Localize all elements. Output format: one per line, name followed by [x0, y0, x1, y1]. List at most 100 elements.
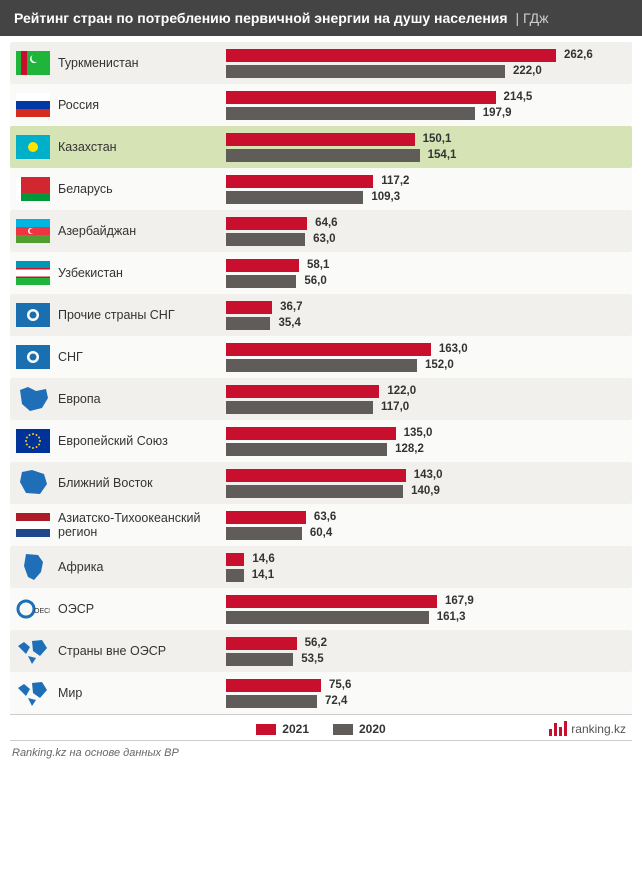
row-bars: 58,1 56,0 [226, 259, 626, 288]
logo-text: ranking.kz [571, 722, 626, 736]
bar-2020-fill [226, 485, 403, 498]
value-2021: 135,0 [404, 427, 433, 439]
value-2021: 150,1 [423, 133, 452, 145]
flag-icon [16, 90, 50, 120]
table-row: OECD ОЭСР 167,9 161,3 [10, 588, 632, 630]
row-bars: 262,6 222,0 [226, 49, 626, 78]
bar-2021-fill [226, 511, 306, 524]
value-2021: 117,2 [381, 175, 409, 187]
value-2021: 64,6 [315, 217, 337, 229]
bar-2020-fill [226, 401, 373, 414]
value-2020: 53,5 [301, 653, 323, 665]
value-2021: 122,0 [387, 385, 416, 397]
bar-2020-fill [226, 359, 417, 372]
value-2020: 140,9 [411, 485, 440, 497]
bar-2020: 152,0 [226, 359, 626, 372]
bar-2021: 262,6 [226, 49, 626, 62]
bar-2020-fill [226, 275, 296, 288]
row-label: СНГ [58, 350, 226, 364]
row-label: Казахстан [58, 140, 226, 154]
bar-2021-fill [226, 259, 299, 272]
row-bars: 36,7 35,4 [226, 301, 626, 330]
bar-2020-fill [226, 569, 244, 582]
value-2020: 72,4 [325, 695, 347, 707]
bar-2021: 75,6 [226, 679, 626, 692]
row-label: Страны вне ОЭСР [58, 644, 226, 658]
chart-legend: 2021 2020 ranking.kz [10, 714, 632, 741]
flag-icon [16, 300, 50, 330]
bar-2021-fill [226, 469, 406, 482]
row-label: Прочие страны СНГ [58, 308, 226, 322]
row-bars: 135,0 128,2 [226, 427, 626, 456]
value-2020: 63,0 [313, 233, 335, 245]
bar-2021-fill [226, 133, 415, 146]
table-row: Ближний Восток 143,0 140,9 [10, 462, 632, 504]
flag-icon [16, 468, 50, 498]
bar-2021: 36,7 [226, 301, 626, 314]
row-bars: 63,6 60,4 [226, 511, 626, 540]
flag-icon [16, 342, 50, 372]
bar-2021: 122,0 [226, 385, 626, 398]
row-bars: 214,5 197,9 [226, 91, 626, 120]
bar-2021: 135,0 [226, 427, 626, 440]
value-2020: 152,0 [425, 359, 454, 371]
title-unit: | ГДж [515, 10, 548, 26]
row-bars: 122,0 117,0 [226, 385, 626, 414]
bar-2021-fill [226, 679, 321, 692]
row-label: Туркменистан [58, 56, 226, 70]
value-2021: 36,7 [280, 301, 302, 313]
table-row: Казахстан 150,1 154,1 [10, 126, 632, 168]
logo-bars-icon [549, 720, 567, 736]
bar-2020: 60,4 [226, 527, 626, 540]
legend-label-2020: 2020 [359, 722, 386, 736]
value-2021: 75,6 [329, 679, 351, 691]
chart-footer: Ranking.kz на основе данных BP [10, 741, 632, 759]
value-2020: 161,3 [437, 611, 466, 623]
bar-2021-fill [226, 91, 496, 104]
value-2021: 143,0 [414, 469, 443, 481]
value-2021: 58,1 [307, 259, 329, 271]
table-row: Страны вне ОЭСР 56,2 53,5 [10, 630, 632, 672]
bar-2021-fill [226, 49, 556, 62]
bar-2021-fill [226, 343, 431, 356]
flag-icon [16, 552, 50, 582]
value-2021: 262,6 [564, 49, 593, 61]
bar-2020: 161,3 [226, 611, 626, 624]
bar-2020-fill [226, 317, 270, 330]
bar-2021: 143,0 [226, 469, 626, 482]
bar-2021: 64,6 [226, 217, 626, 230]
bar-2020-fill [226, 611, 429, 624]
value-2020: 35,4 [278, 317, 300, 329]
table-row: Мир 75,6 72,4 [10, 672, 632, 714]
bar-2020-fill [226, 107, 475, 120]
row-label: Россия [58, 98, 226, 112]
row-label: Мир [58, 686, 226, 700]
value-2020: 56,0 [304, 275, 326, 287]
bar-2020-fill [226, 191, 363, 204]
table-row: Прочие страны СНГ 36,7 35,4 [10, 294, 632, 336]
flag-icon [16, 636, 50, 666]
row-bars: 167,9 161,3 [226, 595, 626, 624]
row-label: Азербайджан [58, 224, 226, 238]
row-bars: 64,6 63,0 [226, 217, 626, 246]
legend-2020: 2020 [333, 722, 386, 736]
value-2020: 14,1 [252, 569, 274, 581]
bar-2020-fill [226, 653, 293, 666]
flag-icon [16, 510, 50, 540]
bar-2021: 117,2 [226, 175, 626, 188]
value-2020: 60,4 [310, 527, 332, 539]
row-label: Европа [58, 392, 226, 406]
value-2021: 163,0 [439, 343, 468, 355]
bar-2020-fill [226, 443, 387, 456]
title-text: Рейтинг стран по потреблению первичной э… [14, 10, 508, 26]
chart-rows: Туркменистан 262,6 222,0 Россия 214,5 19… [10, 42, 632, 714]
row-label: Узбекистан [58, 266, 226, 280]
bar-2020: 56,0 [226, 275, 626, 288]
bar-2021: 167,9 [226, 595, 626, 608]
row-bars: 150,1 154,1 [226, 133, 626, 162]
flag-icon: OECD [16, 594, 50, 624]
flag-icon [16, 132, 50, 162]
flag-icon [16, 678, 50, 708]
row-bars: 117,2 109,3 [226, 175, 626, 204]
value-2021: 56,2 [305, 637, 327, 649]
